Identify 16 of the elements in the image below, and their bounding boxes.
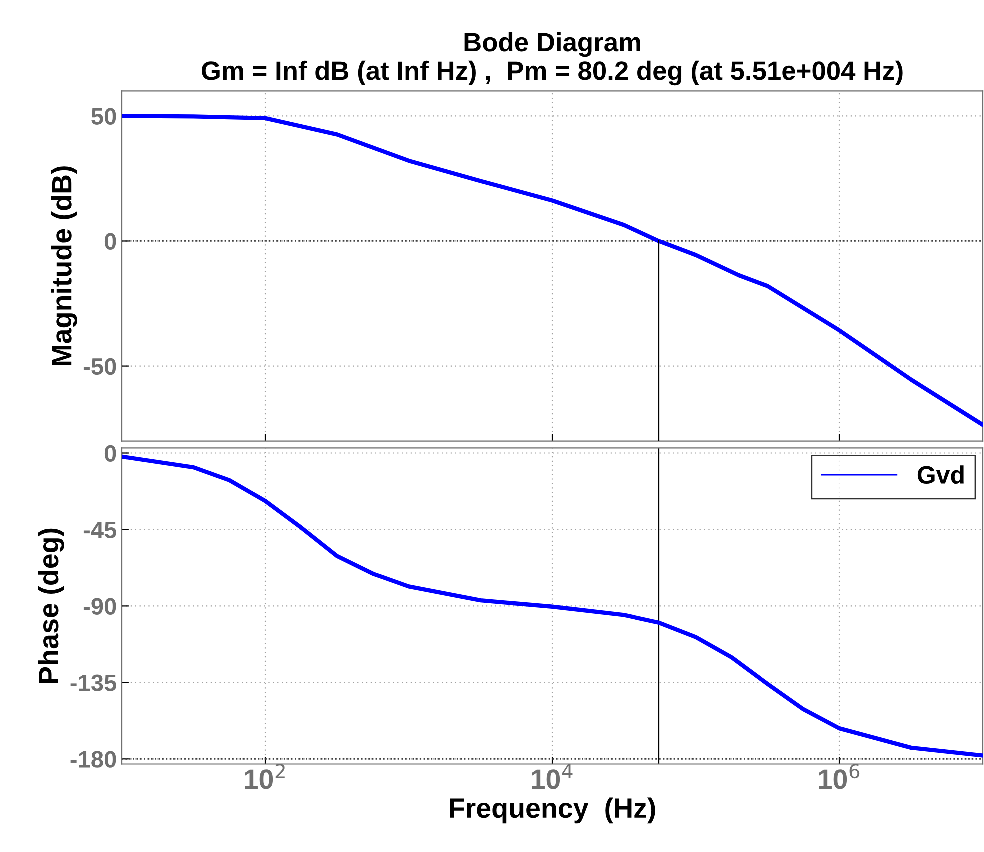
x-tick-label: 10$^{6}$: [819, 764, 860, 790]
y-tick-label: 0: [104, 233, 116, 250]
y-tick-label: 0: [104, 445, 116, 462]
y-axis-title: Magnitude (dB): [51, 166, 78, 366]
legend-label: Gvd: [918, 466, 964, 484]
y-tick-label: -180: [70, 751, 116, 768]
x-tick-label: 10$^{2}$: [245, 764, 285, 790]
y-tick-label: -50: [84, 358, 116, 376]
x-tick-label: 10$^{4}$: [532, 764, 573, 790]
chart-title: Bode Diagram Gm = Inf dB (at Inf Hz) , Pm = 80.2 deg (at 5.51e+004 Hz): [202, 32, 903, 86]
x-axis-title: Frequency (Hz): [450, 798, 656, 824]
y-tick-label: -45: [84, 522, 116, 539]
y-tick-label: 50: [92, 108, 116, 125]
y-tick-label: -135: [70, 674, 116, 692]
y-tick-label: -90: [84, 598, 116, 615]
y-axis-title: Phase (deg): [38, 528, 64, 684]
